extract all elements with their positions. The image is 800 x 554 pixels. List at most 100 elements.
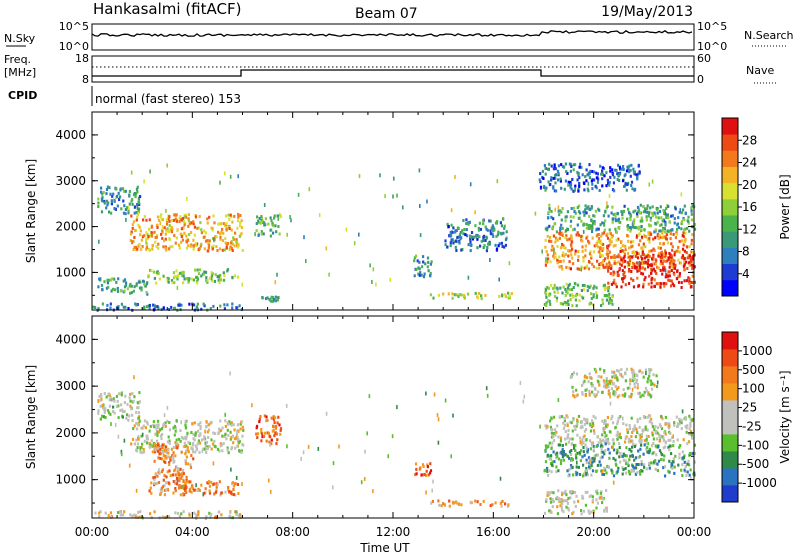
velocity-sporadic-cell: [120, 452, 123, 457]
velocity-echo-cell: [255, 426, 258, 430]
velocity-echo-cell: [591, 469, 595, 473]
velocity-echo-cell: [561, 455, 564, 459]
power-ytick-label: 4000: [55, 128, 86, 142]
velocity-echo-cell: [660, 458, 663, 461]
velocity-echo-cell: [612, 421, 615, 425]
velocity-echo-cell: [166, 419, 169, 423]
power-sporadic-cell: [176, 285, 179, 290]
power-echo-cell: [449, 244, 452, 248]
velocity-echo-cell: [571, 491, 574, 494]
power-echo-cell: [620, 240, 623, 243]
power-echo-cell: [583, 284, 586, 287]
power-echo-cell: [683, 268, 686, 272]
power-echo-cell: [590, 256, 593, 260]
power-echo-cell: [429, 272, 432, 275]
velocity-echo-cell: [104, 416, 107, 419]
power-echo-cell: [605, 298, 609, 302]
cpid-label: CPID: [8, 89, 37, 102]
power-colorbar-segment: [722, 247, 738, 265]
velocity-sporadic-cell: [163, 413, 166, 418]
power-echo-cell: [556, 291, 559, 294]
velocity-echo-cell: [208, 480, 211, 484]
power-echo-cell: [632, 210, 635, 214]
power-echo-cell: [668, 220, 671, 224]
velocity-echo-cell: [585, 428, 588, 431]
power-echo-cell: [225, 228, 228, 232]
velocity-echo-cell: [678, 445, 681, 449]
power-echo-cell: [138, 286, 142, 290]
velocity-echo-cell: [150, 481, 153, 485]
power-echo-cell: [677, 275, 680, 279]
power-echo-cell: [236, 245, 239, 249]
power-echo-cell: [661, 236, 664, 239]
power-echo-cell: [685, 279, 689, 283]
power-echo-cell: [156, 223, 159, 227]
velocity-echo-cell: [681, 463, 684, 467]
power-echo-cell: [554, 181, 557, 185]
power-echo-cell: [607, 269, 610, 273]
velocity-echo-cell: [142, 450, 146, 454]
velocity-echo-cell: [274, 431, 277, 435]
power-sporadic-cell: [254, 232, 256, 237]
power-echo-cell: [601, 166, 604, 170]
power-echo-cell: [637, 172, 640, 176]
power-echo-cell: [239, 214, 242, 217]
velocity-echo-cell: [679, 420, 682, 424]
power-ytick-label: 2000: [55, 220, 86, 234]
power-echo-cell: [177, 274, 180, 277]
velocity-echo-cell: [573, 446, 576, 450]
velocity-echo-cell: [611, 375, 614, 379]
power-echo-cell: [495, 234, 498, 238]
power-echo-cell: [630, 270, 633, 273]
velocity-echo-cell: [597, 441, 600, 445]
velocity-echo-cell: [545, 499, 548, 503]
velocity-echo-cell: [605, 383, 608, 387]
velocity-echo-cell: [565, 505, 568, 509]
power-echo-cell: [546, 253, 549, 257]
power-echo-cell: [413, 256, 417, 260]
velocity-echo-cell: [635, 380, 638, 384]
velocity-echo-cell: [645, 427, 648, 431]
x-tick-label: 20:00: [576, 525, 611, 539]
power-echo-cell: [225, 246, 228, 250]
power-echo-cell: [617, 226, 620, 230]
velocity-echo-cell: [234, 446, 237, 450]
velocity-sporadic-cell: [166, 405, 169, 410]
power-echo-cell: [628, 211, 631, 215]
power-echo-cell: [111, 277, 114, 281]
power-echo-cell: [688, 245, 691, 249]
power-echo-cell: [467, 243, 470, 247]
power-echo-cell: [158, 277, 161, 281]
power-echo-cell: [650, 271, 653, 275]
velocity-sporadic-cell: [285, 403, 288, 408]
velocity-echo-cell: [583, 434, 586, 438]
velocity-echo-cell: [182, 480, 185, 483]
velocity-echo-cell: [652, 437, 655, 441]
power-echo-cell: [257, 221, 260, 225]
power-colorbar-segment: [722, 263, 738, 281]
power-echo-cell: [673, 266, 677, 270]
power-echo-cell: [613, 271, 616, 275]
power-echo-cell: [646, 262, 649, 266]
velocity-echo-cell: [603, 421, 606, 425]
velocity-echo-cell: [642, 375, 645, 379]
power-echo-cell: [586, 173, 589, 177]
velocity-echo-cell: [647, 393, 650, 397]
velocity-echo-cell: [600, 440, 603, 444]
power-echo-cell: [148, 227, 151, 231]
velocity-sporadic-cell: [212, 461, 215, 466]
power-echo-cell: [621, 260, 625, 264]
velocity-echo-cell: [676, 422, 680, 426]
velocity-echo-cell: [161, 433, 164, 436]
velocity-echo-cell: [614, 384, 617, 388]
power-sporadic-cell: [125, 217, 127, 222]
velocity-sporadic-cell: [364, 449, 366, 454]
velocity-echo-cell: [146, 434, 149, 438]
velocity-echo-cell: [128, 414, 131, 418]
velocity-echo-cell: [131, 413, 134, 417]
velocity-echo-cell: [211, 483, 214, 487]
power-echo-cell: [651, 205, 654, 209]
power-echo-cell: [665, 215, 668, 219]
velocity-echo-cell: [592, 414, 595, 418]
velocity-echo-cell: [119, 510, 122, 514]
